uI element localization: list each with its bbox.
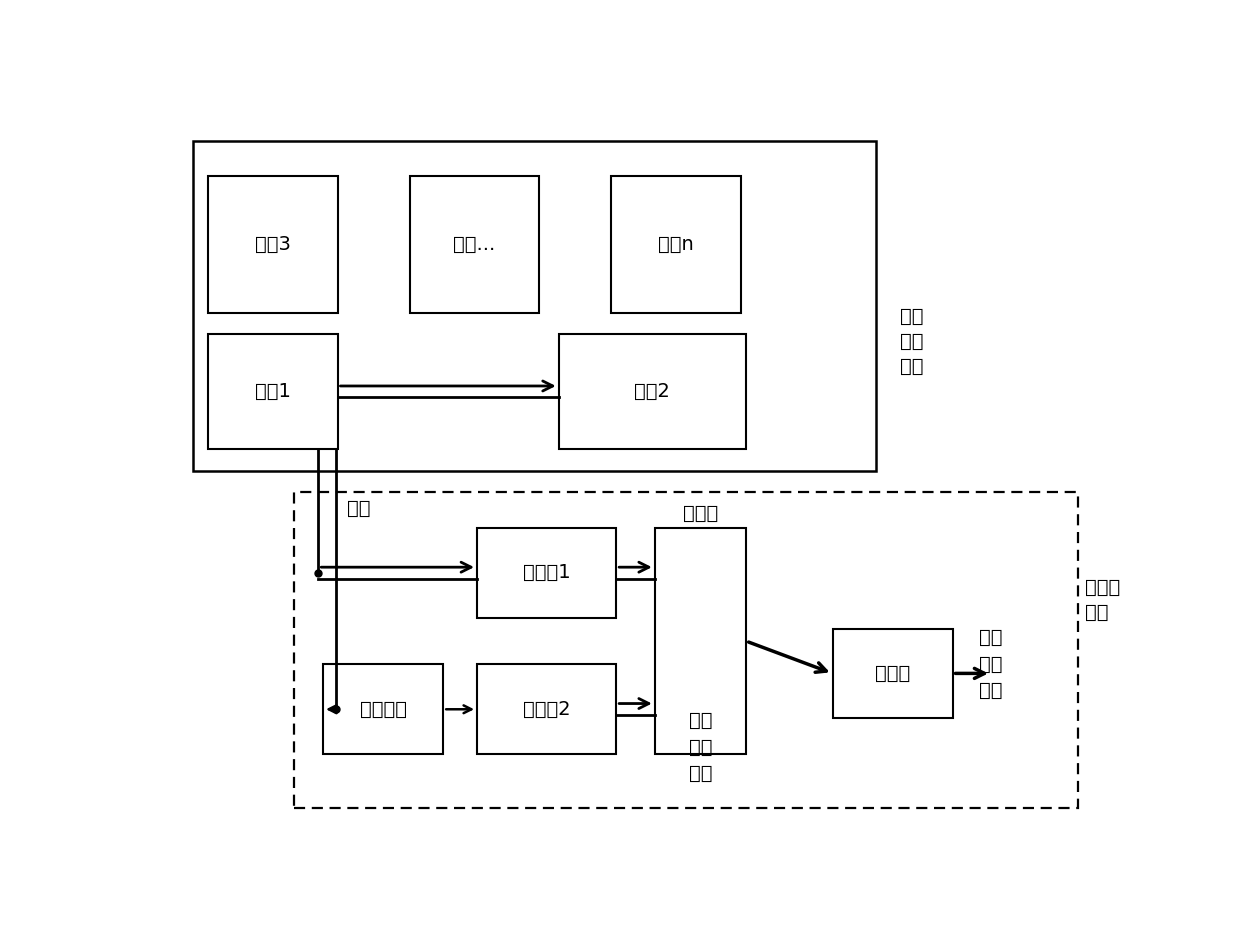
Text: 比较
输出
结果: 比较 输出 结果 <box>689 711 713 783</box>
Bar <box>611 176 742 313</box>
Text: 器件3: 器件3 <box>254 235 290 254</box>
Bar <box>477 665 616 754</box>
Bar <box>832 628 952 719</box>
Text: 器件2: 器件2 <box>635 382 671 401</box>
Text: 故障
指示
结果: 故障 指示 结果 <box>980 628 1003 701</box>
Text: 状态机: 状态机 <box>875 664 910 683</box>
Text: 器件1: 器件1 <box>254 382 290 401</box>
Text: 数字
电路
系统: 数字 电路 系统 <box>900 307 924 376</box>
Text: 比较器: 比较器 <box>683 504 718 523</box>
Bar <box>324 665 444 754</box>
Text: 本发明
原理: 本发明 原理 <box>1085 578 1121 622</box>
Bar <box>208 335 337 449</box>
Bar <box>208 176 337 313</box>
Text: 输入: 输入 <box>347 500 371 518</box>
Text: 锁存器2: 锁存器2 <box>523 700 570 719</box>
Bar <box>558 335 746 449</box>
Bar <box>409 176 539 313</box>
Bar <box>655 528 746 754</box>
Bar <box>294 492 1078 808</box>
Bar <box>477 528 616 618</box>
Text: 延时电路: 延时电路 <box>360 700 407 719</box>
Text: 器件...: 器件... <box>454 235 496 254</box>
Bar <box>193 141 875 471</box>
Text: 锁存器1: 锁存器1 <box>523 564 570 582</box>
Text: 器件n: 器件n <box>658 235 694 254</box>
